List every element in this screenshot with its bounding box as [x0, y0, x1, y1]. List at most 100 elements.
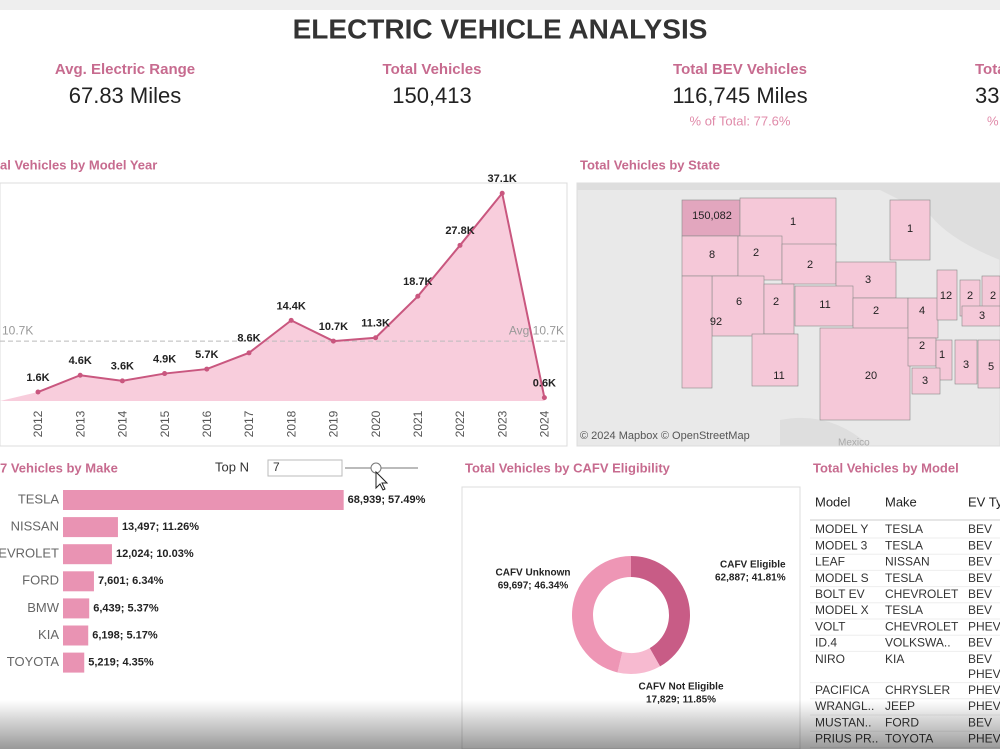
slice-label: CAFV Not Eligible [639, 682, 724, 693]
cell: CHEVROLET [885, 619, 959, 633]
data-label: 7,601; 6.34% [98, 575, 164, 587]
line-panel [0, 182, 568, 447]
state-label: 2 [807, 259, 813, 271]
state [751, 333, 799, 387]
kpi-label: Tota [975, 61, 1000, 78]
kpi-label: Total BEV Vehicles [673, 61, 807, 78]
data-label: 14.4K [277, 300, 306, 312]
data-label: 4.6K [69, 355, 92, 367]
x-tick-label: 2022 [453, 410, 467, 437]
state [781, 243, 837, 285]
section-title: Total Vehicles by CAFV Eligibility [465, 460, 671, 475]
state [907, 337, 937, 367]
point [457, 242, 463, 248]
point [330, 338, 336, 344]
category-label: TOYOTA [7, 654, 60, 669]
state [977, 339, 1000, 389]
cell: BEV [968, 652, 992, 666]
data-label: 68,939; 57.49% [348, 494, 426, 506]
section-title: Total Vehicles by Model [813, 460, 959, 475]
kpi-label: Total Vehicles [383, 61, 482, 78]
land [577, 183, 1000, 260]
top-n-input[interactable] [267, 459, 343, 477]
state-label: 12 [940, 290, 952, 302]
point [119, 378, 125, 384]
state [936, 269, 958, 321]
state [954, 339, 978, 385]
dashboard-title: ELECTRIC VEHICLE ANALYSIS [293, 13, 708, 44]
column-header: Make [885, 494, 917, 509]
x-tick-label: 2014 [116, 410, 130, 437]
map-attribution: © 2024 Mapbox © OpenStreetMap [580, 430, 750, 442]
data-label: 4.9K [153, 353, 176, 365]
cell: PHEV [968, 667, 1000, 681]
cell: TESLA [885, 571, 923, 585]
cell: BEV [968, 571, 992, 585]
cell: KIA [885, 652, 904, 666]
state [794, 285, 854, 327]
slice-label: CAFV Eligible [720, 560, 786, 571]
state-label: 2 [873, 305, 879, 317]
state-label: 6 [736, 296, 742, 308]
state [852, 297, 909, 331]
cell: MODEL X [815, 603, 869, 617]
bar [63, 544, 112, 565]
bar [63, 517, 118, 538]
data-label: 6,198; 5.17% [92, 629, 158, 641]
column-header: EV Ty [968, 494, 1000, 509]
kpi-label: Avg. Electric Range [55, 61, 195, 78]
state [737, 235, 783, 281]
dynamic-layer: Avg. Electric Range 67.83 Miles Total Vehi… [0, 61, 1000, 748]
data-label: 5.7K [195, 349, 218, 361]
point [35, 389, 41, 395]
top-n-value: 7 [273, 460, 280, 474]
x-tick-label: 2018 [284, 410, 298, 437]
state-label: 3 [922, 375, 928, 387]
data-label: 6,439; 5.37% [93, 602, 159, 614]
cell: PACIFICA [815, 683, 869, 697]
state-label: 2 [919, 340, 925, 352]
slice-value: 69,697; 46.34% [498, 581, 569, 592]
state [961, 305, 1000, 327]
donut-slice [617, 648, 661, 674]
state-label: 5 [988, 361, 994, 373]
bar [63, 652, 85, 673]
cell: TESLA [885, 522, 923, 536]
cursor [375, 470, 389, 491]
state-label: 2 [967, 290, 973, 302]
state-label: 92 [710, 316, 722, 328]
kpi-value: 116,745 Miles [672, 83, 807, 108]
country-label: Mexico [838, 438, 870, 449]
data-label: 12,024; 10.03% [116, 548, 194, 560]
data-label: 10.7K [319, 321, 348, 333]
cell: VOLT [815, 619, 846, 633]
video-shade [0, 700, 1000, 749]
state-label: 20 [865, 370, 877, 382]
state-label: 3 [865, 274, 871, 286]
state-label: 1 [939, 349, 945, 361]
state-label: 1 [790, 216, 796, 228]
point [162, 371, 168, 377]
cell: NISSAN [885, 555, 930, 569]
x-tick-label: 2020 [369, 410, 383, 437]
section-title: Total Vehicles by State [580, 157, 720, 172]
area [0, 193, 545, 401]
state [681, 199, 741, 237]
bar [63, 598, 90, 619]
category-label: TESLA [18, 491, 60, 506]
point [373, 335, 379, 341]
point [77, 372, 83, 378]
cell: BEV [968, 587, 992, 601]
state-label: 150,082 [692, 210, 732, 222]
x-tick-label: 2023 [495, 410, 509, 437]
point [288, 317, 294, 323]
cell: TESLA [885, 538, 923, 552]
cell: PHEV [968, 683, 1000, 697]
bar [63, 490, 344, 510]
category-label: BMW [27, 600, 60, 615]
data-label: 3.6K [111, 361, 134, 373]
cell: NIRO [815, 652, 845, 666]
state [911, 367, 941, 395]
